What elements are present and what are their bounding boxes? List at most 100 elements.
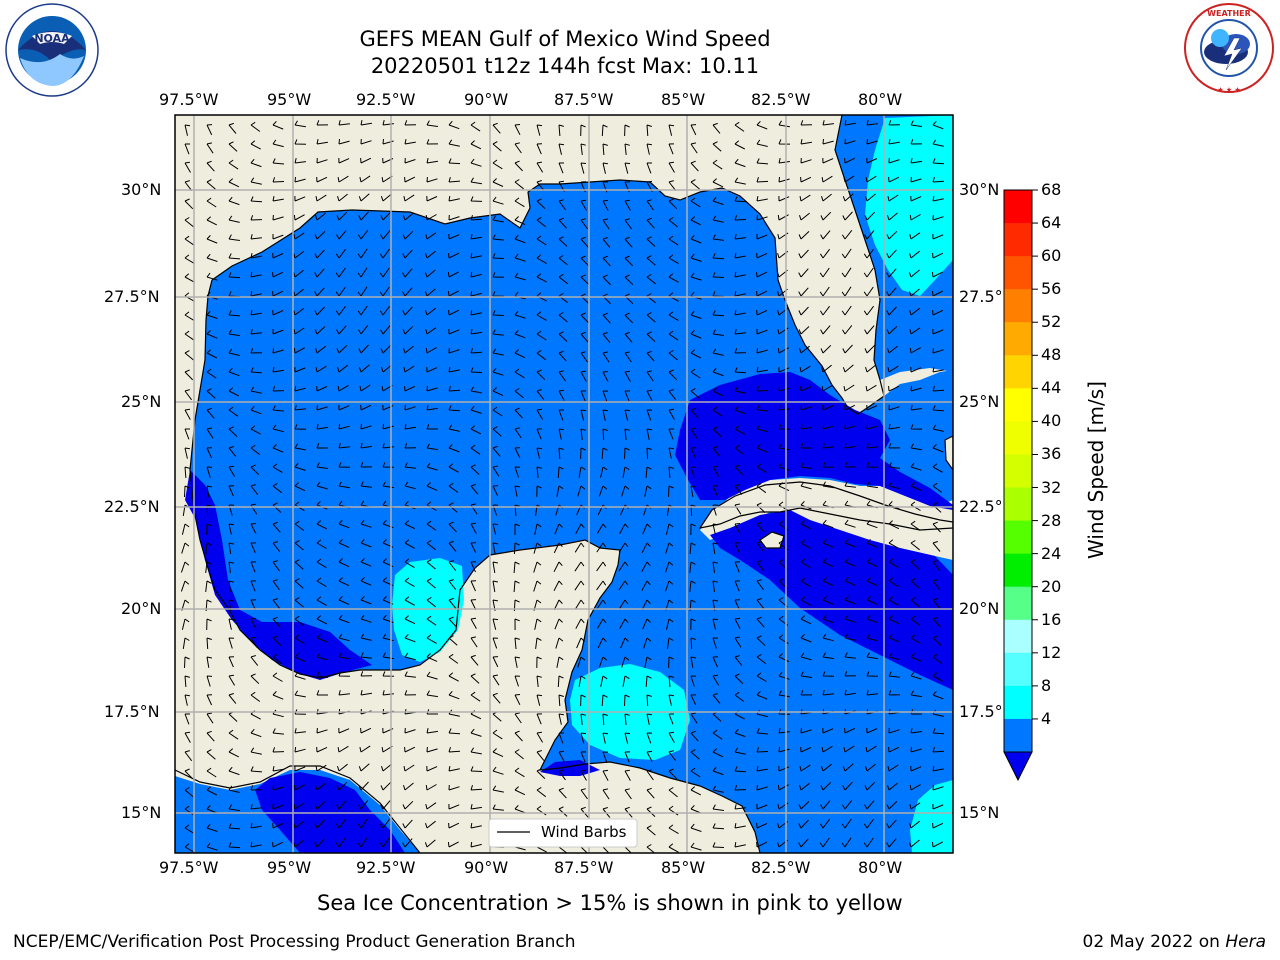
wind-barb	[514, 767, 525, 778]
wind-barb	[425, 232, 437, 240]
wind-barb	[555, 637, 564, 649]
colorbar-segment	[1004, 322, 1032, 356]
wind-barb	[402, 325, 414, 335]
wind-barb	[426, 195, 438, 202]
wind-barb	[643, 637, 652, 649]
wind-barb	[184, 254, 195, 265]
wind-barb	[556, 656, 564, 668]
wind-barb	[668, 350, 678, 361]
wind-barb	[184, 656, 190, 669]
wind-barb	[206, 310, 218, 319]
wind-barb	[734, 785, 747, 791]
wind-barb	[646, 428, 652, 440]
wind-barb	[357, 229, 369, 240]
wind-barb	[866, 614, 878, 624]
wind-barb	[932, 803, 944, 810]
wind-barb	[536, 485, 542, 498]
wind-barb	[596, 561, 607, 572]
wind-barb	[403, 764, 415, 772]
wind-barb	[426, 671, 438, 680]
wind-barb	[800, 558, 811, 569]
wind-barb	[536, 786, 547, 798]
wind-barb	[822, 138, 834, 145]
wind-barb	[492, 656, 499, 668]
colorbar-segment	[1004, 619, 1032, 654]
wind-barb	[250, 785, 263, 791]
wind-barb	[272, 579, 280, 591]
wind-barb	[206, 388, 216, 399]
wind-barb	[841, 286, 852, 297]
wind-barb	[820, 230, 831, 240]
wind-barb	[668, 675, 674, 688]
wind-barb	[558, 162, 564, 174]
wind-barb	[798, 287, 809, 297]
wind-barb	[536, 694, 543, 706]
wind-barb	[886, 230, 898, 240]
wind-barb	[624, 236, 633, 248]
wind-barb	[619, 618, 629, 629]
wind-barb	[932, 367, 944, 373]
wind-barb	[206, 253, 218, 262]
wind-barb	[642, 618, 651, 630]
wind-barb	[206, 712, 214, 724]
wind-barb	[778, 501, 789, 512]
wind-barb	[470, 444, 481, 455]
wind-barb	[888, 596, 899, 606]
wind-barb	[734, 728, 746, 738]
wind-barb	[382, 633, 394, 642]
wind-barb	[250, 561, 257, 573]
wind-barb	[624, 788, 632, 800]
wind-barb	[448, 784, 460, 791]
wind-barb	[888, 139, 900, 145]
wind-barb	[426, 139, 439, 145]
wind-barb	[404, 404, 416, 411]
wind-barb	[602, 162, 608, 174]
wind-barb	[357, 305, 368, 316]
wind-barb	[865, 763, 876, 772]
wind-barb	[800, 633, 812, 643]
wind-barb	[646, 732, 653, 744]
wind-barb	[734, 561, 741, 573]
wind-barb	[514, 523, 520, 535]
wind-barb	[734, 310, 746, 316]
wind-barb	[250, 618, 257, 630]
wind-barb	[844, 671, 857, 677]
colorbar-tick-label: 56	[1041, 279, 1062, 299]
wind-barb	[492, 122, 501, 134]
wind-barb	[513, 542, 520, 555]
footer-machine: Hera	[1225, 932, 1266, 952]
wind-barb	[668, 408, 675, 420]
lon-label-bottom: 90°W	[464, 858, 509, 877]
wind-barb	[228, 823, 241, 830]
wind-barb	[514, 272, 526, 281]
wind-barb	[338, 423, 350, 430]
wind-barb	[315, 212, 326, 221]
wind-barb	[316, 633, 328, 643]
wind-barb	[910, 634, 921, 644]
wind-barb	[382, 443, 394, 449]
wind-barb	[602, 390, 609, 402]
wind-barb	[314, 326, 326, 335]
colorbar-segment	[1004, 718, 1032, 753]
wind-barb	[558, 350, 567, 362]
wind-barb	[799, 782, 810, 791]
wind-barb	[866, 423, 878, 430]
wind-barb	[228, 465, 236, 477]
wind-barb	[357, 818, 368, 829]
wind-barb	[294, 690, 306, 698]
wind-barb	[402, 838, 413, 848]
wind-barb	[404, 539, 415, 549]
svg-text:WEATHER: WEATHER	[1207, 9, 1251, 18]
wind-barb	[402, 306, 413, 316]
wind-barb	[601, 124, 608, 137]
wind-barb	[619, 523, 629, 534]
wind-barb	[822, 423, 834, 430]
wind-barb	[580, 255, 590, 267]
wind-barb	[272, 841, 284, 848]
wind-barb	[206, 427, 214, 439]
wind-barb	[470, 617, 477, 629]
legend-label: Wind Barbs	[541, 823, 627, 841]
wind-barb	[558, 370, 566, 382]
wind-barb	[206, 618, 212, 631]
wind-barb	[470, 766, 483, 772]
